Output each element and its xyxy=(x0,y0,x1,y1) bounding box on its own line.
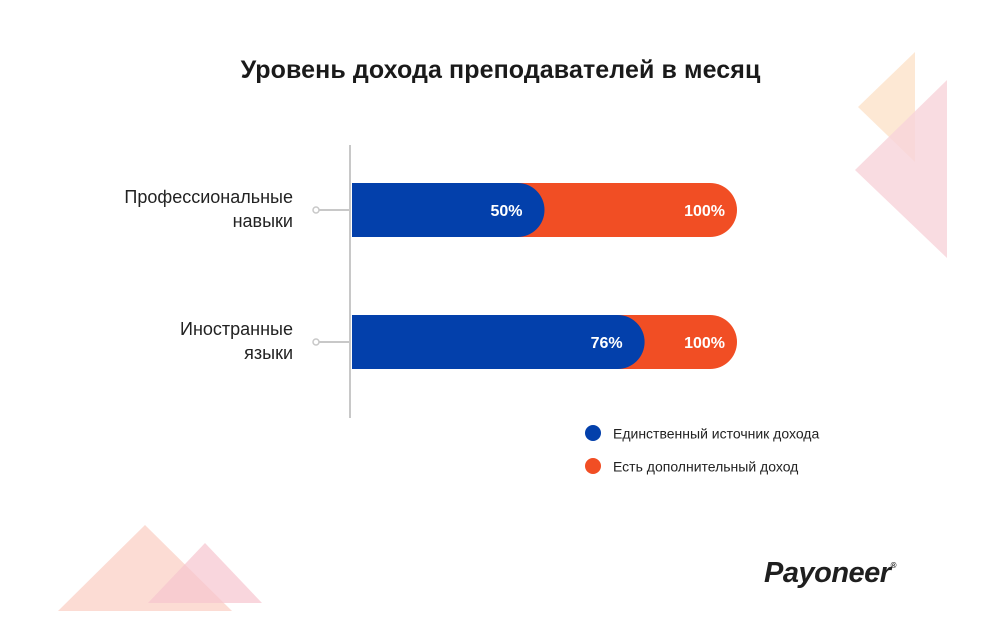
logo-registered-mark: ® xyxy=(890,561,897,570)
category-label-line: навыки xyxy=(232,211,293,231)
category-label-line: Иностранные xyxy=(180,319,293,339)
category-tick-dot-1 xyxy=(312,338,320,346)
legend-item-secondary: Есть дополнительный доход xyxy=(585,457,799,475)
data-label-primary-1: 76% xyxy=(591,335,623,352)
data-label-secondary-0: 100% xyxy=(684,203,725,220)
category-label-0: Профессиональные навыки xyxy=(33,185,293,233)
category-tick-dot-0 xyxy=(312,206,320,214)
logo-text: Payoneer xyxy=(764,557,891,589)
bar-primary-0 xyxy=(352,183,545,237)
category-label-1: Иностранные языки xyxy=(33,317,293,365)
payoneer-logo: Payoneer® xyxy=(764,557,897,590)
category-label-line: Профессиональные xyxy=(124,187,293,207)
bar-primary-1 xyxy=(352,315,645,369)
chart-title: Уровень дохода преподавателей в месяц xyxy=(240,56,761,84)
data-label-secondary-1: 100% xyxy=(684,335,725,352)
category-label-line: языки xyxy=(244,343,293,363)
data-label-primary-0: 50% xyxy=(490,203,522,220)
deco-triangle-pink xyxy=(855,80,947,258)
deco-triangle-rose xyxy=(148,543,262,603)
legend-dot-primary xyxy=(585,425,601,442)
legend-label-secondary: Есть дополнительный доход xyxy=(613,458,799,475)
legend-label-primary: Единственный источник дохода xyxy=(613,425,820,442)
legend-item-primary: Единственный источник дохода xyxy=(585,424,820,442)
legend-dot-secondary xyxy=(585,458,601,475)
